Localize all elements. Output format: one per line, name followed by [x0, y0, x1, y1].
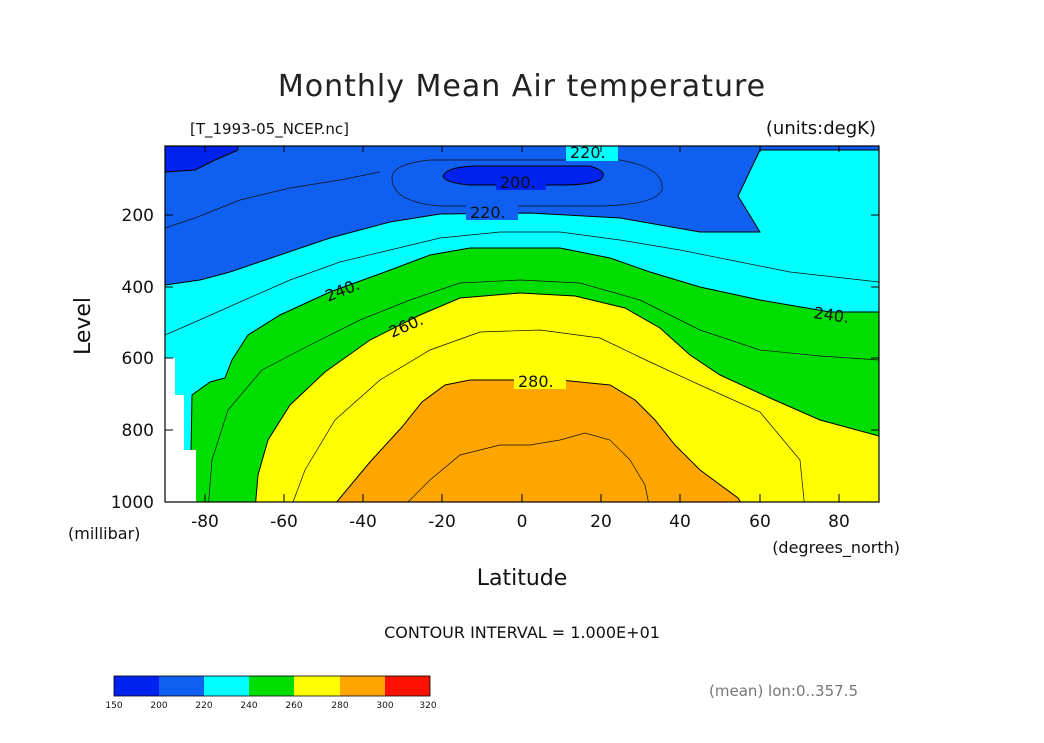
colorbar-level: 280: [331, 701, 348, 711]
colorbar-level: 150: [105, 701, 122, 711]
x-tick-label: 40: [669, 512, 691, 532]
colorbar-level: 320: [419, 701, 436, 711]
y-axis-label: Level: [71, 297, 96, 355]
colorbar-swatch: [204, 676, 249, 696]
colorbar-swatch: [340, 676, 385, 696]
colorbar-level: 300: [376, 701, 393, 711]
y-units-label: (millibar): [68, 524, 140, 543]
y-tick-label: 800: [122, 421, 154, 441]
y-tick-label: 400: [122, 278, 154, 298]
x-tick-labels: -80 -60 -40 -20 0 20 40 60 80: [191, 512, 850, 532]
y-axis-ticks: [165, 214, 879, 431]
missing-data-mask: [165, 358, 196, 502]
y-tick-label: 1000: [111, 493, 154, 513]
mean-note: (mean) lon:0..357.5: [709, 682, 858, 700]
y-tick-label: 200: [122, 206, 154, 226]
x-tick-label: 20: [590, 512, 612, 532]
x-tick-label: -60: [270, 512, 298, 532]
contour-label-220-top: 220.: [570, 143, 606, 162]
plot-area: 220. 200. 220. 240. 260. 240. 280.: [165, 143, 879, 502]
colorbar-swatch: [159, 676, 204, 696]
contour-interval-text: CONTOUR INTERVAL = 1.000E+01: [384, 623, 660, 642]
colorbar-level: 200: [150, 701, 167, 711]
colorbar: 150 200 220 240 260 280 300 320: [105, 675, 437, 711]
x-tick-label: -40: [349, 512, 377, 532]
colorbar-swatch: [114, 676, 159, 696]
band-280-300: [336, 379, 741, 502]
colorbar-swatch: [385, 676, 430, 696]
colorbar-swatch: [294, 676, 340, 696]
band-200-220: [165, 146, 879, 286]
x-tick-label: -80: [191, 512, 219, 532]
y-tick-labels: 200 400 600 800 1000: [111, 206, 154, 513]
contour-label-220: 220.: [470, 203, 506, 222]
colorbar-swatch: [249, 676, 294, 696]
units-label: (units:degK): [766, 118, 876, 139]
chart-title: Monthly Mean Air temperature: [278, 69, 766, 104]
x-tick-label: 60: [749, 512, 771, 532]
colorbar-level: 240: [240, 701, 257, 711]
x-units-label: (degrees_north): [772, 538, 900, 558]
colorbar-level: 220: [195, 701, 212, 711]
contour-label-280: 280.: [518, 372, 554, 391]
x-tick-label: 0: [517, 512, 528, 532]
x-axis-label: Latitude: [477, 566, 568, 591]
contour-label-240-right: 240.: [812, 303, 850, 327]
contour-label-200: 200.: [500, 173, 536, 192]
band-below-200-left: [165, 146, 239, 173]
y-tick-label: 600: [122, 349, 154, 369]
x-tick-label: 80: [828, 512, 850, 532]
x-tick-label: -20: [428, 512, 456, 532]
file-label: [T_1993-05_NCEP.nc]: [190, 120, 349, 139]
x-axis-ticks: [204, 146, 840, 502]
minor-contours: [165, 159, 879, 502]
colorbar-level: 260: [285, 701, 302, 711]
